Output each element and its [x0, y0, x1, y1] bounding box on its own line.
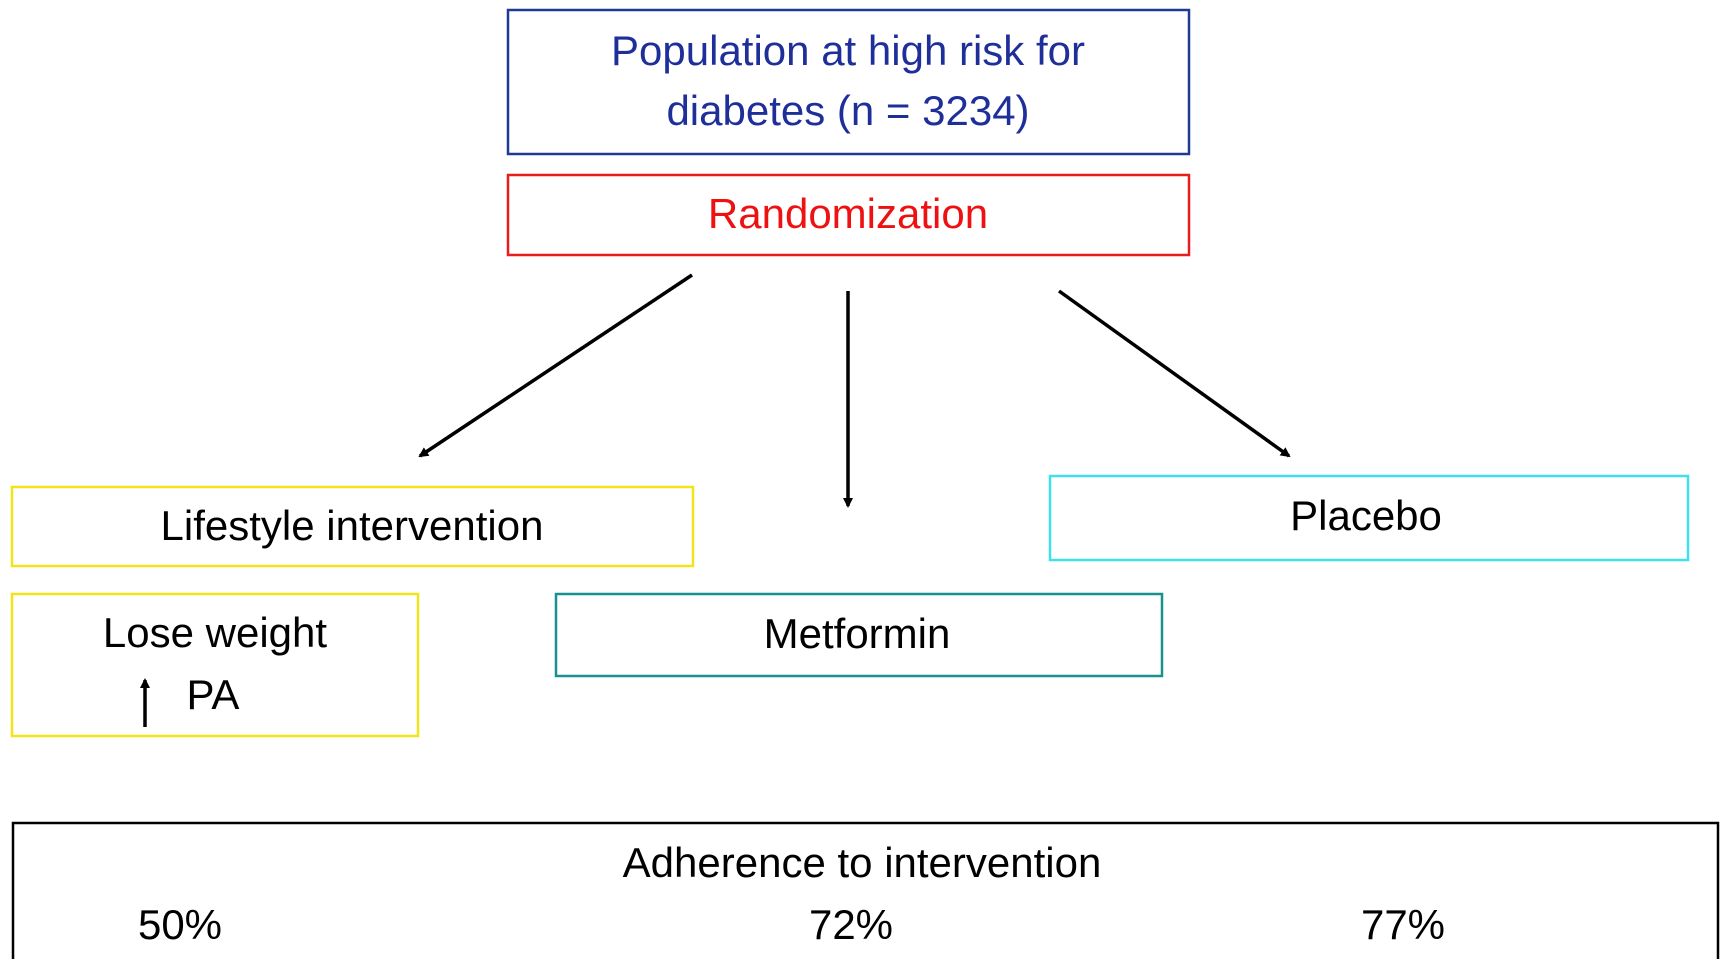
adherence-value: 77% — [1361, 901, 1445, 948]
lifestyle-label: Lifestyle intervention — [161, 502, 544, 549]
lose-weight-label: Lose weight — [103, 609, 327, 656]
pa-label: PA — [187, 671, 240, 718]
adherence-box — [11, 821, 1720, 959]
metformin-label: Metformin — [764, 610, 951, 657]
arrow — [1057, 289, 1291, 458]
placebo-label: Placebo — [1290, 492, 1442, 539]
randomization-label: Randomization — [708, 190, 988, 237]
adherence-title: Adherence to intervention — [623, 839, 1102, 886]
lifestyle-box — [10, 485, 695, 568]
placebo-box — [1048, 474, 1690, 562]
population-label: diabetes (n = 3234) — [666, 87, 1029, 134]
metformin-box — [554, 592, 1164, 678]
population-box — [506, 8, 1191, 156]
population-label: Population at high risk for — [611, 27, 1085, 74]
randomization-box — [506, 173, 1191, 257]
arrow — [418, 273, 693, 458]
lose-weight-box — [10, 592, 420, 738]
adherence-value: 50% — [138, 901, 222, 948]
adherence-value: 72% — [809, 901, 893, 948]
